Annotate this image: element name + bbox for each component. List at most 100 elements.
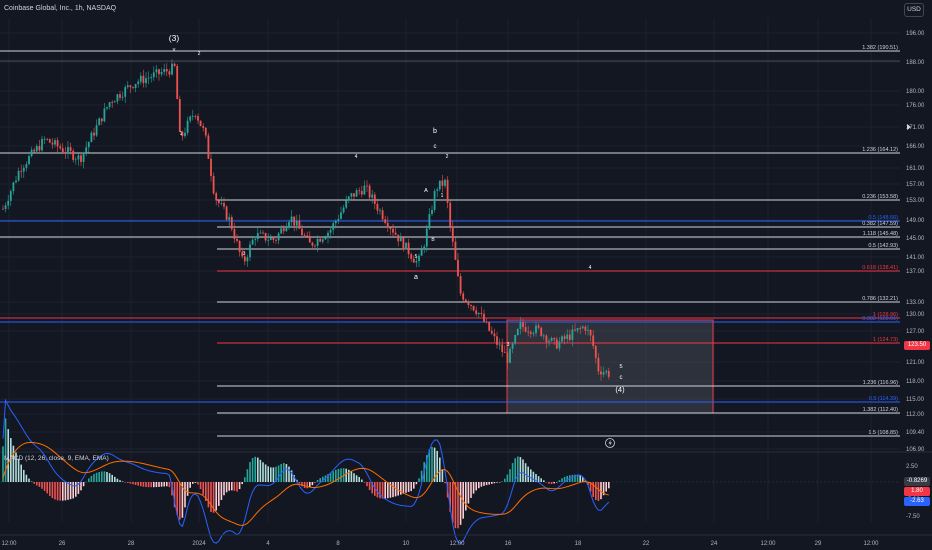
- macd-histogram-bar: [236, 482, 238, 492]
- macd-histogram-bar: [332, 471, 334, 482]
- fib-levels: 1.382 (190.51) 1.236 (164.12) 0.236 (153.5…: [0, 45, 900, 437]
- time-tick-label: 22: [643, 541, 650, 547]
- candle: [2, 205, 4, 210]
- macd-histogram-bar: [163, 482, 165, 487]
- price-tick-label: 157.00: [906, 182, 925, 188]
- candle: [597, 353, 600, 375]
- current-price-badge: 123.50: [904, 341, 930, 350]
- candle: [332, 220, 335, 235]
- candle-body: [204, 127, 207, 136]
- candle: [381, 207, 384, 222]
- macd-histogram-bar: [485, 482, 488, 486]
- candle: [373, 191, 376, 210]
- candle-body: [69, 147, 72, 151]
- fib-label: 1 (128.96): [873, 312, 898, 318]
- candle: [9, 189, 12, 207]
- candle: [285, 222, 288, 232]
- candle-body: [392, 228, 394, 233]
- candle: [503, 345, 506, 353]
- candle-body: [433, 190, 436, 210]
- candle: [111, 100, 114, 108]
- candle: [7, 194, 10, 210]
- candle-body: [160, 72, 163, 75]
- candle: [412, 255, 415, 263]
- macd-histogram-bar: [527, 466, 529, 482]
- candle-body: [25, 164, 28, 168]
- wave-label: 1: [180, 131, 183, 137]
- macd-histogram-bar: [33, 482, 35, 484]
- candle: [38, 139, 41, 152]
- macd-histogram-bar: [77, 482, 80, 494]
- macd-histogram-bar: [228, 482, 230, 491]
- candle-body: [441, 180, 444, 186]
- macd-histogram-bar: [449, 482, 451, 512]
- time-tick-label: 24: [711, 541, 718, 547]
- macd-histogram-bar: [389, 482, 392, 498]
- macd-histogram-bar: [166, 482, 168, 487]
- candle-body: [386, 223, 389, 228]
- candle-body: [345, 200, 348, 208]
- candle: [394, 227, 397, 236]
- macd-histogram-bar: [348, 469, 350, 482]
- candle-body: [405, 242, 407, 250]
- macd-histogram-bar: [238, 482, 241, 490]
- candle-body: [376, 203, 379, 211]
- wave-label: 3: [507, 342, 510, 348]
- candle-body: [269, 237, 272, 240]
- candle: [90, 130, 93, 143]
- candle: [542, 333, 545, 340]
- candle: [124, 84, 127, 104]
- macd-histogram-bar: [67, 482, 69, 500]
- candle: [233, 222, 236, 244]
- candle-body: [446, 179, 449, 203]
- macd-histogram-bar: [426, 455, 428, 482]
- macd-histogram-bar: [218, 482, 220, 506]
- candle-body: [194, 115, 197, 117]
- wave-label: (4): [615, 385, 625, 394]
- currency-button[interactable]: USD: [904, 3, 924, 17]
- candle: [290, 210, 293, 228]
- macd-histogram-bar: [54, 482, 56, 500]
- macd-histogram-bar: [262, 462, 264, 482]
- candle-body: [173, 63, 176, 67]
- macd-histogram-bar: [244, 477, 246, 482]
- candle-body: [459, 276, 462, 294]
- candle-body: [108, 102, 111, 108]
- candle-body: [124, 87, 127, 97]
- candle-body: [503, 352, 506, 353]
- candle: [108, 101, 111, 110]
- candle: [571, 325, 574, 347]
- candle: [160, 67, 163, 77]
- candle-body: [384, 219, 387, 224]
- candle: [295, 214, 298, 231]
- candle: [441, 175, 444, 193]
- macd-histogram-bar: [168, 482, 171, 488]
- candle-body: [9, 191, 12, 201]
- candle: [397, 234, 400, 247]
- price-tick-label: 149.00: [906, 218, 925, 224]
- macd-histogram-bar: [407, 482, 410, 492]
- candle-body: [246, 257, 249, 262]
- macd-histogram-bar: [186, 482, 189, 496]
- price-tick-label: 109.40: [906, 430, 925, 436]
- candle-body: [171, 63, 173, 75]
- macd-histogram-bar: [10, 438, 12, 482]
- macd-histogram-bar: [132, 482, 134, 485]
- candle: [64, 146, 67, 159]
- candle: [319, 236, 322, 243]
- candle-body: [277, 233, 280, 241]
- candle-body: [579, 328, 582, 329]
- candle: [602, 366, 605, 378]
- candle: [454, 237, 457, 261]
- macd-histogram-bar: [116, 478, 119, 482]
- macd-histogram-bar: [517, 456, 519, 482]
- wave-label: v: [173, 47, 176, 53]
- candle: [459, 273, 462, 297]
- macd-histogram-bar: [439, 457, 441, 482]
- macd-histogram-bar: [441, 469, 444, 482]
- macd-histogram-bar: [498, 482, 501, 483]
- candle-body: [449, 202, 452, 227]
- candle-body: [535, 325, 537, 334]
